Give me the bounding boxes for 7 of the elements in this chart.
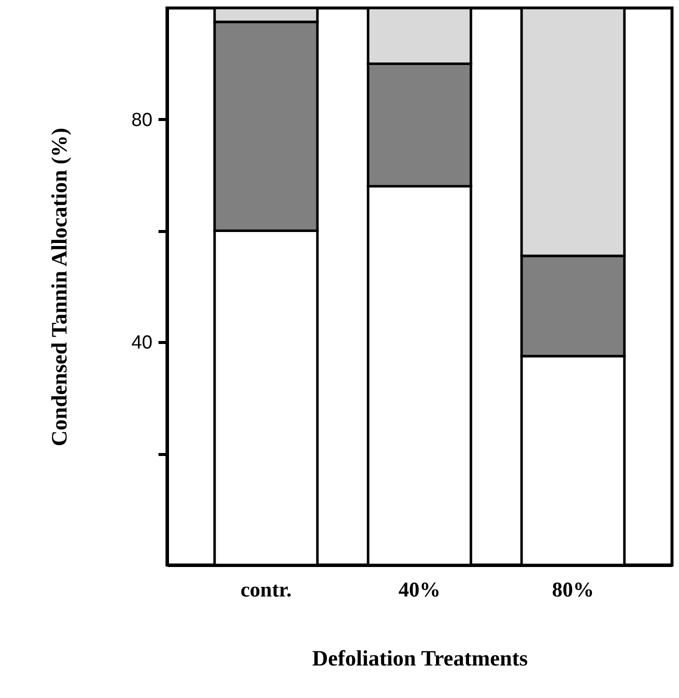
x-tick-label: 80% — [552, 578, 594, 602]
y-tick-label: 80 — [131, 110, 152, 131]
x-tick-label: contr. — [240, 578, 292, 602]
x-axis-title: Defoliation Treatments — [312, 646, 528, 670]
x-tick-label: 40% — [398, 578, 440, 602]
y-axis-title: Condensed Tannin Allocation (%) — [46, 128, 72, 446]
y-tick-label: 40 — [131, 332, 152, 354]
